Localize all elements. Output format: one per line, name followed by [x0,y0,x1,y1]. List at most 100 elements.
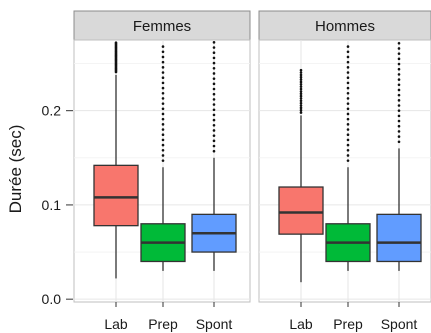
outlier-point [346,112,350,116]
facet-strip [258,10,431,41]
outlier-point [161,97,165,100]
outlier-point [212,82,216,86]
outlier-point [346,148,350,152]
outlier-point [299,82,303,86]
outlier-point [397,73,401,76]
outlier-point [299,99,303,103]
outlier-point [397,99,401,102]
outlier-point [299,94,303,98]
outlier-point [299,111,303,114]
outlier-point [212,92,216,96]
outlier-point [212,134,216,137]
outlier-point [397,83,401,87]
outlier-point [299,78,303,81]
outlier-point [299,73,303,77]
outlier-point [299,80,303,84]
outlier-point [161,128,165,131]
outlier-point [299,71,303,74]
outlier-point [397,114,401,118]
outlier-point [346,55,350,59]
outlier-point [161,81,165,85]
outlier-point [346,97,350,100]
outlier-point [397,109,401,112]
outlier-point [299,75,303,79]
outlier-point [346,86,350,90]
outlier-point [299,104,303,107]
outlier-point [161,107,165,111]
x-tick-label: Prep [148,316,178,332]
facet-label: Hommes [315,18,375,35]
outlier-point [299,85,303,88]
outlier-point [212,61,216,65]
outlier-point [299,92,303,96]
outlier-point [346,138,350,142]
outlier-point [161,143,165,147]
outlier-point [212,129,216,132]
plot-area: 0.0 0.1 0.2 Femmes Lab Prep Spont Hommes Lab Prep… [42,10,431,332]
outlier-point [299,106,303,110]
outlier-point [346,154,350,157]
outlier-point [161,66,165,69]
outlier-point [346,81,350,85]
outlier-point [346,159,350,162]
outlier-point [346,123,350,126]
facet-label: Femmes [133,18,191,35]
box-lab [93,164,139,227]
outlier-point [212,87,216,91]
box-spont [376,213,422,263]
outlier-point [397,41,401,45]
outlier-point [346,128,350,131]
outlier-point [397,52,401,55]
outlier-point [161,117,165,121]
outlier-point [212,118,216,122]
outlier-point [161,154,165,157]
y-tick-label: 0.0 [42,291,62,307]
outlier-point [397,119,401,123]
outlier-point [212,51,216,55]
outlier-point [397,57,401,61]
outlier-point [212,46,216,49]
outlier-point [161,86,165,90]
outlier-point [397,130,401,133]
y-tick-label: 0.1 [42,197,62,213]
outlier-point [397,124,401,128]
outlier-point [161,76,165,79]
outlier-point [161,148,165,152]
y-tick-label: 0.2 [42,103,62,119]
outlier-point [397,67,401,71]
outlier-point [397,78,401,81]
x-tick-label: Lab [289,316,313,332]
outlier-point [346,66,350,69]
outlier-point [397,93,401,97]
outlier-point [161,133,165,137]
x-tick-label: Prep [333,316,363,332]
outlier-point [346,76,350,79]
outlier-point [397,135,401,138]
y-axis-label: Durée (sec) [6,125,25,214]
outlier-point [212,66,216,70]
outlier-point [299,87,303,91]
outlier-point [212,108,216,112]
outlier-point [299,108,303,112]
x-tick-label: Spont [381,316,418,332]
outlier-point [161,55,165,59]
outlier-point [299,68,303,72]
x-tick-label: Spont [196,316,233,332]
outlier-point [212,72,216,75]
outlier-point [346,133,350,137]
outlier-point [299,97,303,100]
outlier-point [212,149,216,153]
x-tick-label: Lab [104,316,128,332]
outlier-point [161,91,165,95]
outlier-point [161,102,165,105]
outlier-point [161,71,165,74]
outlier-point [161,138,165,142]
outlier-point [346,60,350,64]
outlier-point [161,60,165,64]
outlier-point [161,50,165,54]
outlier-point [161,112,165,116]
outlier-point [212,41,216,44]
outlier-point [212,98,216,101]
outlier-point [161,45,165,48]
